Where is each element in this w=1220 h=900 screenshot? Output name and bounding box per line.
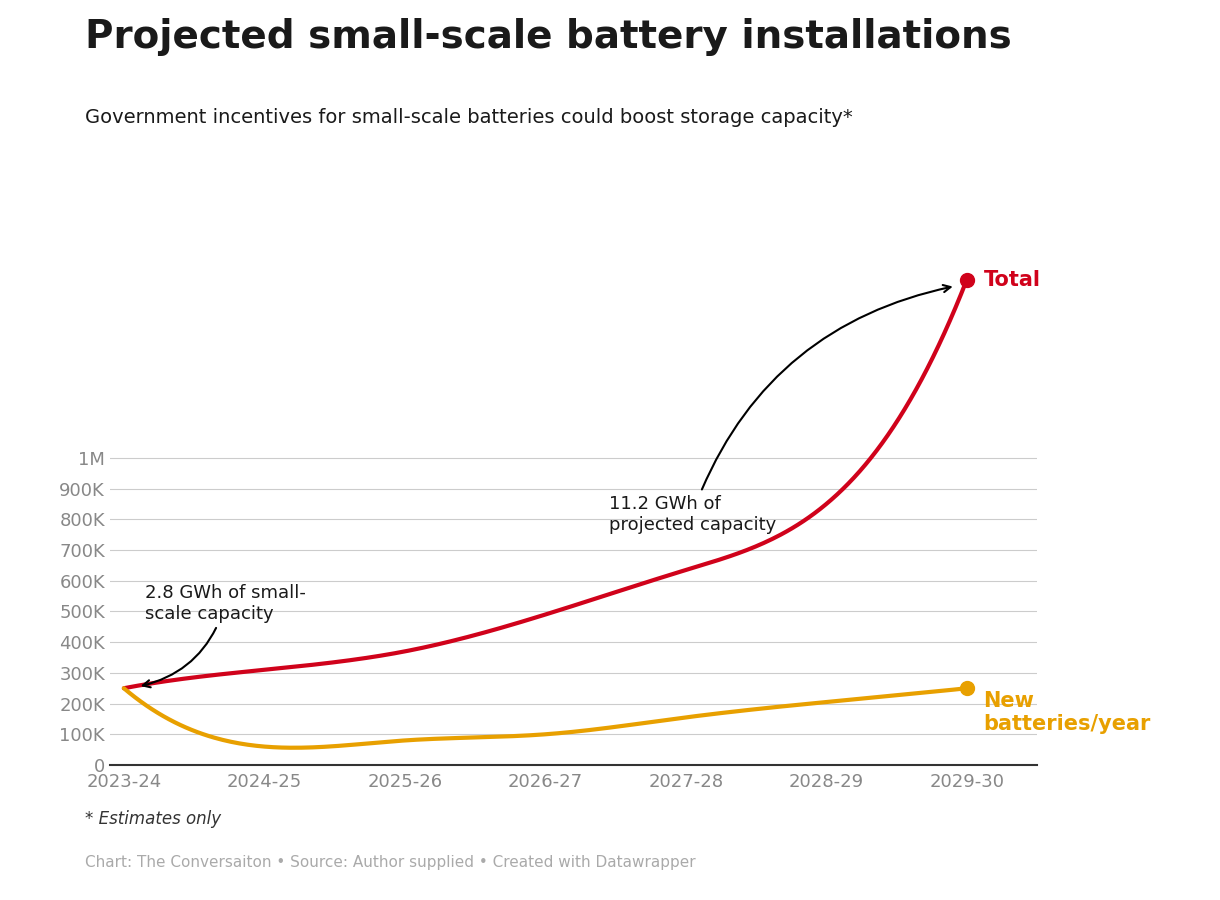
Point <box>956 681 976 696</box>
Text: 11.2 GWh of
projected capacity: 11.2 GWh of projected capacity <box>609 285 950 534</box>
Text: Chart: The Conversaiton • Source: Author supplied • Created with Datawrapper: Chart: The Conversaiton • Source: Author… <box>85 855 697 870</box>
Text: Projected small-scale battery installations: Projected small-scale battery installati… <box>85 18 1013 56</box>
Text: 2.8 GWh of small-
scale capacity: 2.8 GWh of small- scale capacity <box>143 584 306 688</box>
Text: Government incentives for small-scale batteries could boost storage capacity*: Government incentives for small-scale ba… <box>85 108 853 127</box>
Text: Total: Total <box>983 270 1041 290</box>
Text: New
batteries/year: New batteries/year <box>983 690 1150 734</box>
Point <box>956 273 976 287</box>
Text: * Estimates only: * Estimates only <box>85 810 222 828</box>
